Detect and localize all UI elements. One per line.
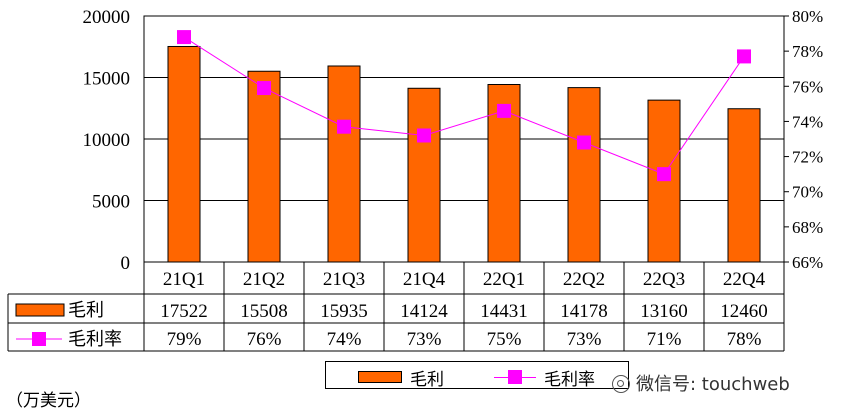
y-right-tick-label: 80%: [792, 7, 823, 26]
rate-marker: [657, 167, 671, 182]
unit-note: （万美元）: [6, 391, 91, 411]
legend-label-bar: 毛利: [410, 370, 444, 390]
rate-value-label: 73%: [407, 329, 442, 350]
bar: [727, 108, 761, 263]
bar-value-label: 17522: [160, 301, 208, 322]
rate-marker: [337, 119, 351, 134]
rate-value-label: 79%: [167, 329, 202, 350]
category-label: 22Q2: [563, 269, 605, 290]
y-right-tick-label: 66%: [792, 253, 823, 272]
legend-label-rate: 毛利率: [544, 370, 595, 390]
table-label-bar: 毛利: [68, 300, 104, 321]
bar-value-label: 15508: [240, 301, 288, 322]
y-right-tick-label: 68%: [792, 218, 823, 237]
legend: 毛利 毛利率: [325, 361, 629, 390]
y-right-tick-label: 74%: [792, 112, 823, 131]
category-label: 21Q3: [323, 269, 365, 290]
watermark-text: 微信号: touchweb: [636, 374, 790, 395]
bar: [407, 87, 441, 263]
legend-marker-rate: [508, 370, 522, 384]
table-marker-rate: [32, 332, 46, 346]
rate-marker: [577, 135, 591, 150]
wechat-icon: [612, 375, 630, 393]
bar-value-label: 13160: [640, 301, 688, 322]
bar-value-label: 14124: [400, 301, 448, 322]
legend-swatch-bar: [358, 371, 402, 383]
table-label-rate: 毛利率: [68, 329, 122, 350]
rate-value-label: 75%: [487, 329, 522, 350]
bar-value-label: 15935: [320, 301, 368, 322]
rate-marker: [257, 81, 271, 96]
y-right-tick-label: 76%: [792, 77, 823, 96]
rate-value-label: 74%: [327, 329, 362, 350]
rate-line: [183, 36, 745, 175]
y-right-tick-label: 70%: [792, 183, 823, 202]
bar: [247, 70, 281, 263]
rate-marker: [177, 30, 191, 45]
category-label: 22Q1: [483, 269, 525, 290]
y-left-tick-label: 5000: [92, 192, 130, 213]
y-left-tick-label: 20000: [83, 7, 131, 28]
bar-value-label: 14431: [480, 301, 528, 322]
watermark: 微信号: touchweb: [612, 370, 790, 396]
table-swatch-bar: [15, 303, 65, 317]
bar-value-label: 12460: [720, 301, 768, 322]
category-label: 21Q4: [403, 269, 446, 290]
rate-value-label: 71%: [647, 329, 682, 350]
rate-marker: [497, 103, 511, 118]
bar: [167, 45, 201, 263]
category-label: 22Q4: [723, 269, 766, 290]
bar: [327, 65, 361, 263]
category-label: 21Q1: [163, 269, 205, 290]
rate-marker: [417, 128, 431, 143]
y-right-tick-label: 78%: [792, 42, 823, 61]
rate-value-label: 76%: [247, 329, 282, 350]
rate-value-label: 78%: [727, 329, 762, 350]
bar: [567, 87, 601, 263]
y-left-tick-label: 10000: [83, 130, 131, 151]
y-left-tick-label: 0: [121, 253, 131, 274]
y-left-tick-label: 15000: [83, 69, 131, 90]
category-label: 21Q2: [243, 269, 285, 290]
category-label: 22Q3: [643, 269, 685, 290]
rate-marker: [737, 49, 751, 64]
bar-value-label: 14178: [560, 301, 608, 322]
rate-value-label: 73%: [567, 329, 602, 350]
y-right-tick-label: 72%: [792, 148, 823, 167]
